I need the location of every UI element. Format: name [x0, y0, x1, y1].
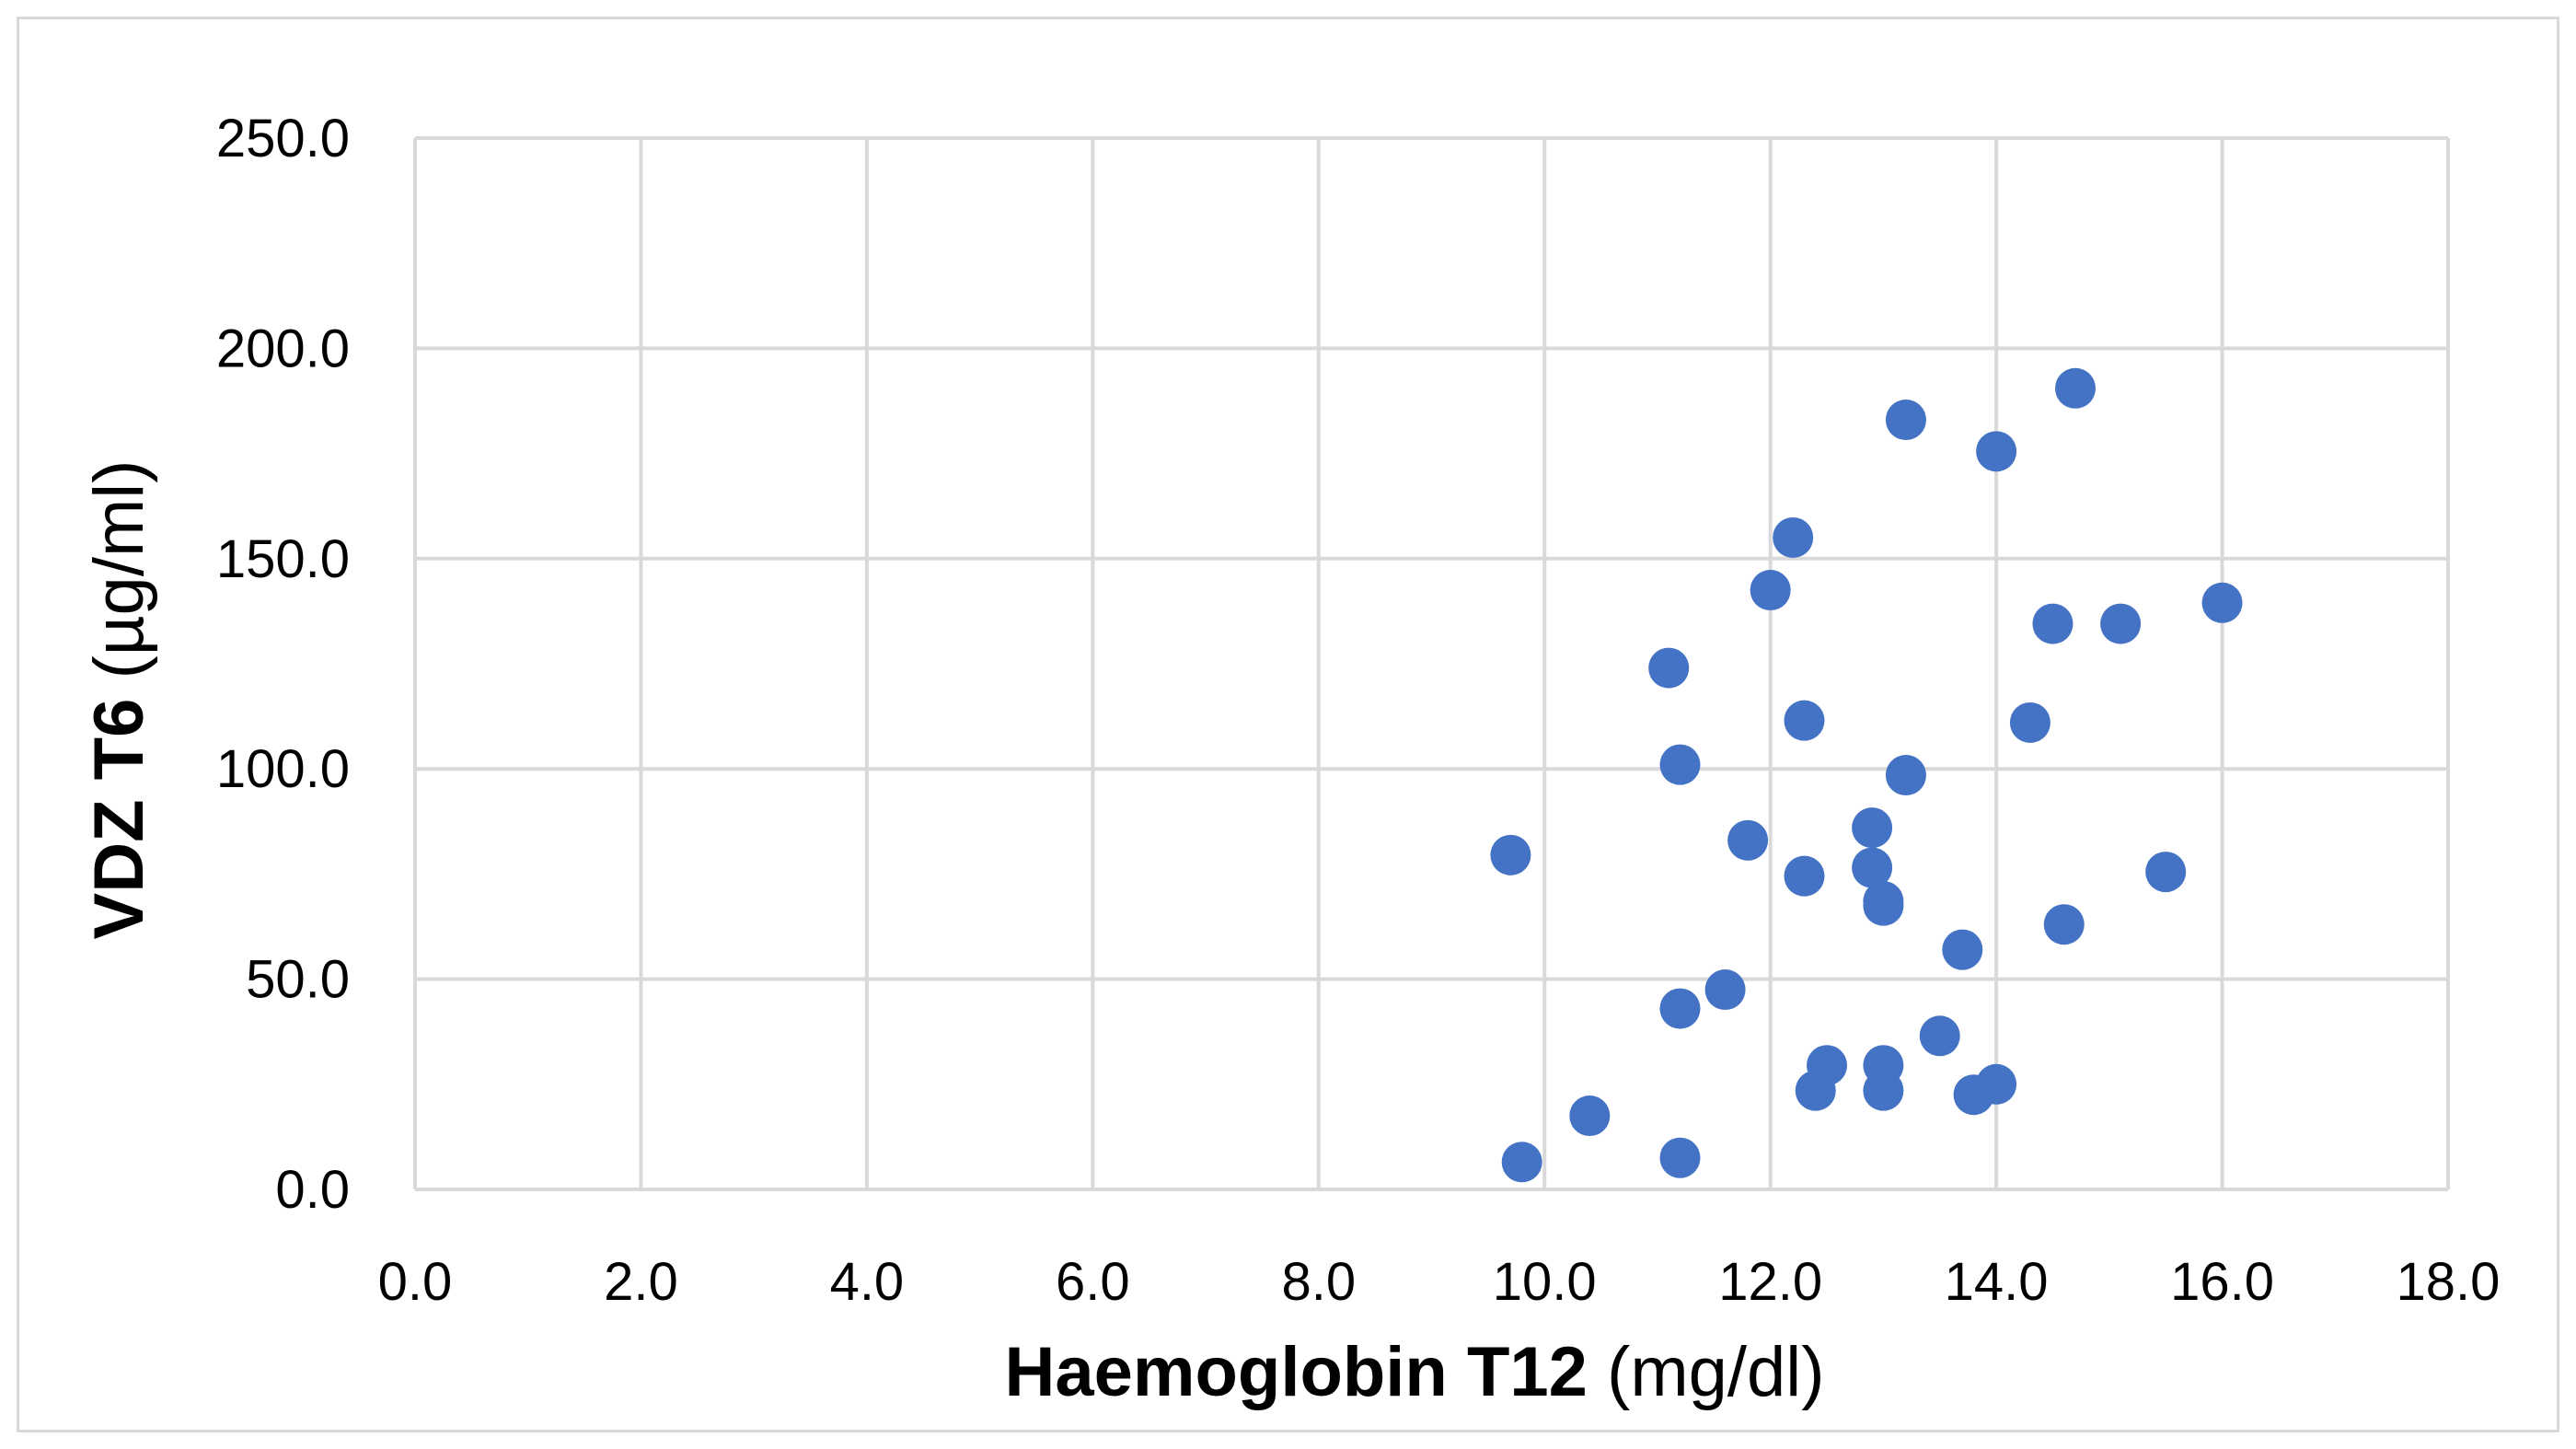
data-point — [1659, 1137, 1701, 1178]
x-tick-label: 12.0 — [1718, 1252, 1822, 1312]
x-tick-label: 16.0 — [2170, 1252, 2274, 1312]
data-point — [1727, 819, 1769, 861]
x-tick-label: 14.0 — [1945, 1252, 2049, 1312]
x-tick-label: 4.0 — [830, 1252, 905, 1312]
data-point — [1569, 1095, 1611, 1137]
data-point — [1976, 431, 2017, 472]
data-point — [2055, 367, 2097, 409]
data-point — [1490, 834, 1531, 875]
data-point — [1784, 855, 1825, 897]
data-point — [1863, 1070, 1904, 1111]
data-point — [2145, 852, 2187, 893]
data-point — [2009, 701, 2050, 743]
data-point — [1648, 647, 1690, 689]
x-axis-title-unit: (mg/dl) — [1588, 1333, 1825, 1411]
data-point — [1852, 807, 1893, 849]
data-point — [1852, 847, 1893, 888]
x-tick-label: 8.0 — [1281, 1252, 1356, 1312]
x-tick-label: 2.0 — [604, 1252, 678, 1312]
x-tick-label: 6.0 — [1056, 1252, 1130, 1312]
data-point — [1976, 1063, 2017, 1105]
data-point — [1885, 400, 1926, 441]
y-axis-title: VDZ T6 (µg/ml) — [80, 460, 158, 940]
x-tick-label: 0.0 — [378, 1252, 453, 1312]
data-point — [1784, 700, 1825, 741]
x-tick-label: 18.0 — [2397, 1252, 2501, 1312]
data-point — [2201, 582, 2243, 623]
y-tick-label: 50.0 — [246, 950, 350, 1010]
data-point — [1919, 1015, 1960, 1057]
data-point — [2043, 904, 2085, 945]
data-point — [1704, 969, 1746, 1011]
data-point — [1885, 755, 1926, 796]
data-point — [1863, 885, 1904, 926]
y-tick-label: 0.0 — [275, 1160, 350, 1220]
x-axis-title-main: Haemoglobin T12 — [1005, 1333, 1588, 1411]
y-tick-label: 100.0 — [216, 739, 350, 799]
data-point — [1659, 744, 1701, 785]
data-point — [2032, 603, 2074, 644]
x-axis-ticks: 0.0 2.0 4.0 6.0 8.0 10.0 12.0 14.0 16.0 18.0 — [378, 1252, 2501, 1312]
gridlines — [413, 136, 2450, 1191]
data-point — [1807, 1045, 1848, 1086]
data-point — [1942, 929, 1983, 970]
y-tick-label: 250.0 — [216, 109, 350, 168]
y-axis-title-main: VDZ T6 — [80, 699, 158, 940]
y-tick-label: 150.0 — [216, 529, 350, 589]
data-points — [1490, 367, 2243, 1183]
y-axis-title-unit: (µg/ml) — [80, 460, 158, 699]
data-point — [2100, 603, 2142, 644]
data-point — [1659, 988, 1701, 1029]
y-axis-ticks: 0.0 50.0 100.0 150.0 200.0 250.0 — [216, 109, 350, 1220]
x-axis-title: Haemoglobin T12 (mg/dl) — [1005, 1333, 1825, 1411]
chart-frame — [17, 17, 2559, 1432]
x-tick-label: 10.0 — [1493, 1252, 1597, 1312]
y-tick-label: 200.0 — [216, 319, 350, 378]
data-point — [1773, 516, 1814, 558]
data-point — [1750, 570, 1791, 611]
data-point — [1501, 1142, 1542, 1183]
